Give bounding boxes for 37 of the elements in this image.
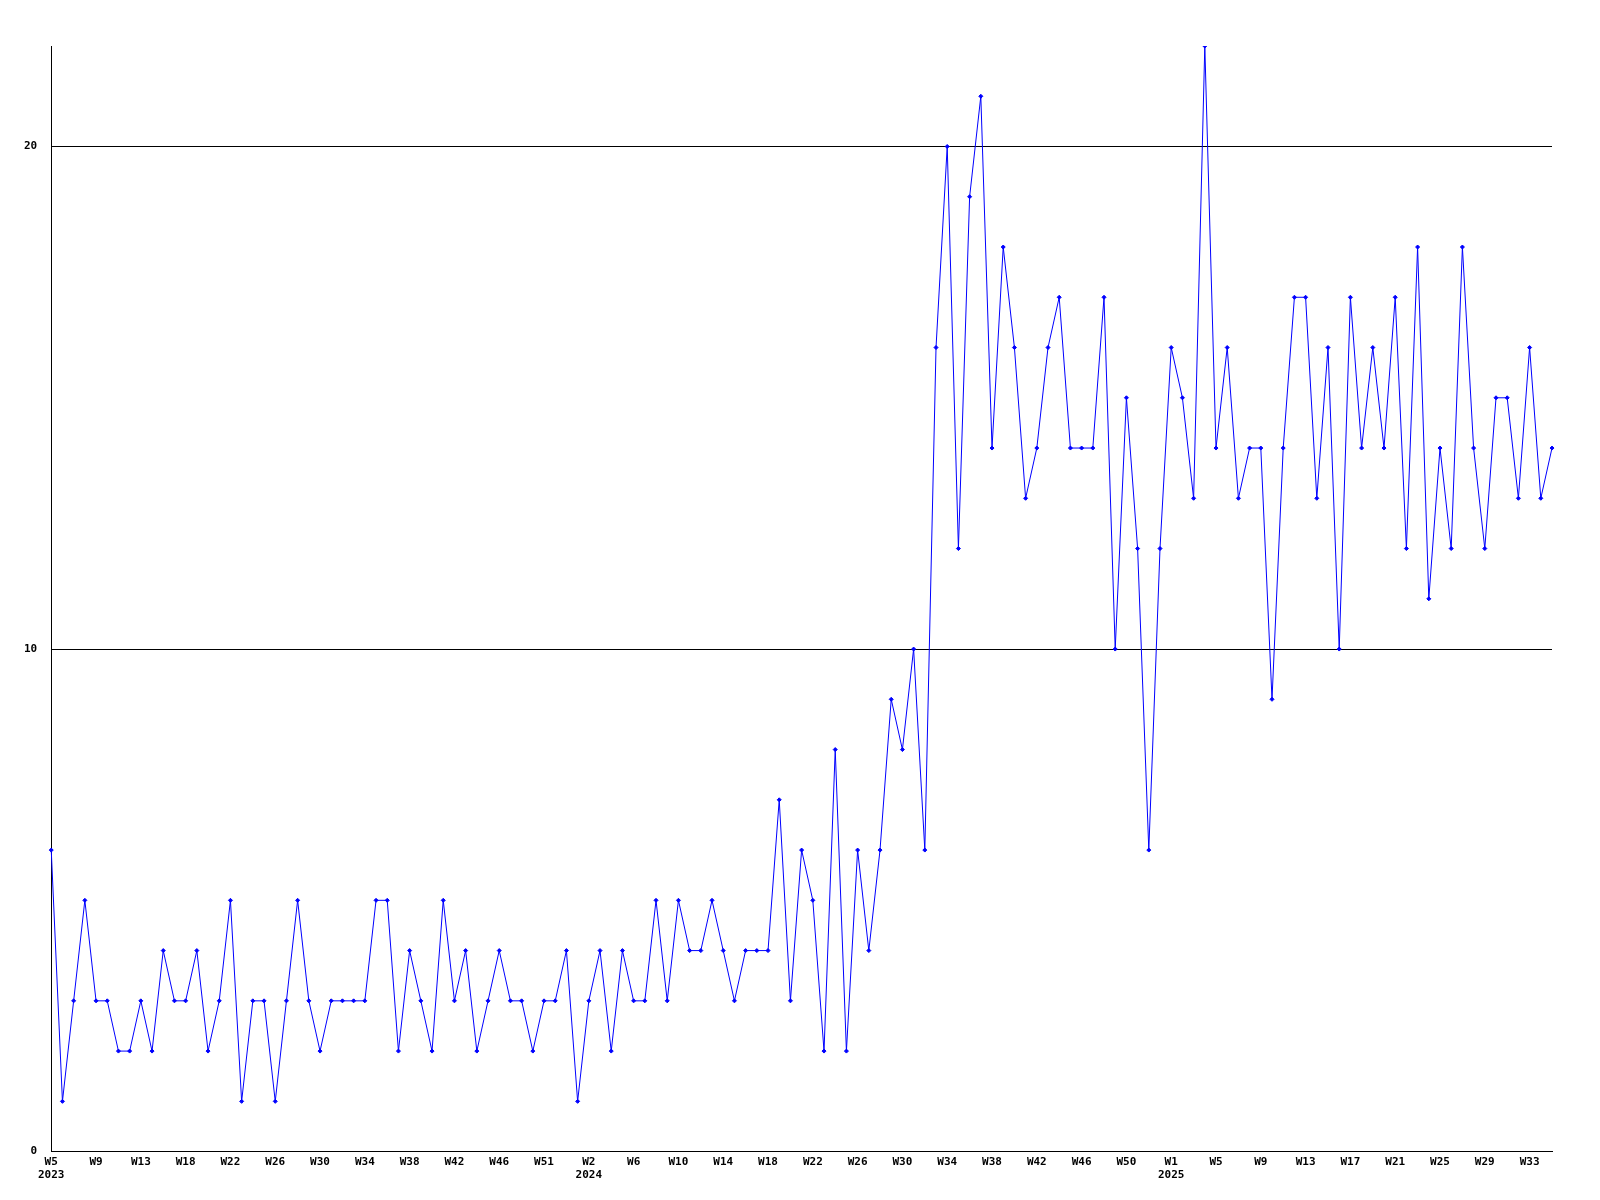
x-tick-label: W22	[220, 1155, 241, 1169]
x-tick-label: W9	[1254, 1155, 1268, 1169]
x-tick-label: W2 2024	[575, 1155, 603, 1182]
x-tick-label: W18	[175, 1155, 196, 1169]
x-tick-label: W10	[668, 1155, 689, 1169]
x-tick-label: W29	[1474, 1155, 1495, 1169]
x-tick-label: W22	[802, 1155, 823, 1169]
x-tick-label: W33	[1519, 1155, 1540, 1169]
x-tick-label: W26	[265, 1155, 286, 1169]
x-tick-label: W6	[627, 1155, 641, 1169]
x-tick-label: W46	[489, 1155, 510, 1169]
x-tick-label: W9	[89, 1155, 103, 1169]
x-tick-label: W13	[130, 1155, 151, 1169]
x-tick-label: W5	[1209, 1155, 1223, 1169]
x-tick-label: W42	[444, 1155, 465, 1169]
x-tick-label: W42	[1026, 1155, 1047, 1169]
x-tick-label: W5 2023	[38, 1155, 65, 1182]
x-tick-label: W14	[713, 1155, 734, 1169]
y-tick-label: 20	[24, 139, 38, 153]
x-tick-label: W21	[1385, 1155, 1406, 1169]
x-tick-label: W25	[1430, 1155, 1450, 1169]
x-tick-label: W38	[399, 1155, 420, 1169]
x-tick-label: W34	[937, 1155, 958, 1169]
x-tick-label: W51	[534, 1155, 555, 1169]
x-tick-label: W34	[354, 1155, 376, 1169]
y-tick-label: 10	[24, 641, 38, 655]
x-tick-label: W30	[892, 1155, 913, 1169]
x-tick-label: W18	[758, 1155, 778, 1169]
y-tick-label: 0	[30, 1144, 38, 1158]
x-tick-label: W26	[847, 1155, 868, 1169]
x-tick-label: W46	[1071, 1155, 1092, 1169]
x-tick-label: W38	[982, 1155, 1002, 1169]
x-tick-label: W17	[1340, 1155, 1361, 1169]
x-tick-label: W13	[1295, 1155, 1316, 1169]
x-tick-label: W1 2025	[1157, 1155, 1185, 1182]
x-tick-label: W30	[310, 1155, 330, 1169]
x-tick-label: W50	[1116, 1155, 1137, 1169]
